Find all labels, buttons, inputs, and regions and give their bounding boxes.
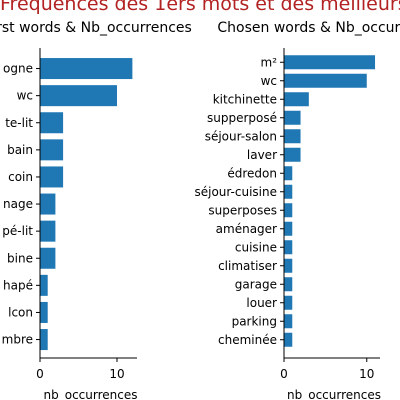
- ytick-label-1-4: bain: [7, 143, 33, 157]
- bar-2-7: [284, 166, 293, 181]
- bar-2-12: [284, 258, 293, 273]
- ytick-label-1-3: te-lit: [5, 116, 33, 130]
- bar-1-6: [40, 193, 56, 215]
- ytick-label-2-7: édredon: [227, 166, 277, 180]
- ytick-label-2-11: cuisine: [235, 240, 277, 254]
- ytick-label-1-7: pé-lit: [2, 224, 33, 238]
- bar-2-3: [284, 92, 309, 107]
- x-axis-label-2: nb_occurrences: [287, 388, 381, 400]
- bar-2-5: [284, 129, 301, 144]
- ytick-label-2-12: climatiser: [218, 259, 277, 273]
- bar-1-7: [40, 220, 56, 242]
- ytick-label-2-6: laver: [247, 148, 277, 162]
- bar-2-9: [284, 203, 293, 218]
- ytick-label-1-8: bine: [7, 251, 33, 265]
- bar-1-8: [40, 247, 56, 269]
- xtick-label-1-1: 0: [36, 367, 44, 381]
- ytick-label-2-5: séjour-salon: [205, 129, 277, 143]
- bar-1-11: [40, 329, 48, 351]
- ytick-label-1-2: wc: [17, 89, 33, 103]
- bar-1-9: [40, 274, 48, 296]
- ytick-label-2-2: wc: [261, 74, 277, 88]
- chart-2: m² wc kitchinette supperposé séjour-salon lav…: [194, 20, 400, 400]
- ytick-label-1-9: hapé: [3, 278, 33, 292]
- ytick-label-2-16: cheminée: [218, 333, 277, 347]
- ytick-label-1-11: mbre: [2, 333, 33, 347]
- bar-2-10: [284, 221, 293, 236]
- ytick-label-1-5: coin: [8, 170, 33, 184]
- chart-title-1: First words & Nb_occurrences: [0, 20, 192, 36]
- ytick-label-2-8: séjour-cuisine: [194, 185, 277, 199]
- bar-2-16: [284, 332, 293, 347]
- figure-suptitle: Fréquences des 1ers mots et des meilleur…: [0, 0, 400, 15]
- bar-2-15: [284, 314, 293, 329]
- ytick-label-2-3: kitchinette: [213, 92, 277, 106]
- chart-title-2: Chosen words & Nb_occurrences: [217, 20, 400, 36]
- bar-1-10: [40, 301, 48, 323]
- ytick-label-2-4: supperposé: [207, 111, 277, 125]
- bar-2-1: [284, 55, 376, 70]
- ytick-label-1-6: nage: [3, 197, 33, 211]
- bar-1-1: [40, 58, 133, 80]
- xtick-label-1-2: 10: [109, 367, 124, 381]
- bar-2-6: [284, 147, 301, 162]
- ytick-label-2-1: m²: [261, 55, 278, 69]
- ytick-label-2-13: garage: [235, 277, 277, 291]
- xtick-label-2-1: 0: [280, 367, 288, 381]
- bar-2-14: [284, 295, 293, 310]
- bar-1-4: [40, 139, 64, 161]
- ytick-label-1-1: ogne: [3, 62, 33, 76]
- chart-1: ogne wc te-lit bain coin nage pé-lit bine hapé lc…: [0, 20, 192, 400]
- ytick-label-1-10: lcon: [8, 305, 33, 319]
- bar-2-13: [284, 277, 293, 292]
- ytick-label-2-9: superposes: [208, 203, 277, 217]
- bar-2-4: [284, 110, 301, 125]
- bar-2-2: [284, 73, 367, 88]
- x-axis-label-1: nb_occurrences: [44, 388, 138, 400]
- bar-1-2: [40, 85, 117, 107]
- xtick-label-2-2: 10: [359, 367, 374, 381]
- ytick-label-2-15: parking: [232, 314, 277, 328]
- bar-2-11: [284, 240, 293, 255]
- bar-1-5: [40, 166, 64, 188]
- ytick-label-2-10: aménager: [216, 222, 277, 236]
- bar-1-3: [40, 112, 64, 134]
- ytick-label-2-14: louer: [246, 296, 277, 310]
- bar-2-8: [284, 184, 293, 199]
